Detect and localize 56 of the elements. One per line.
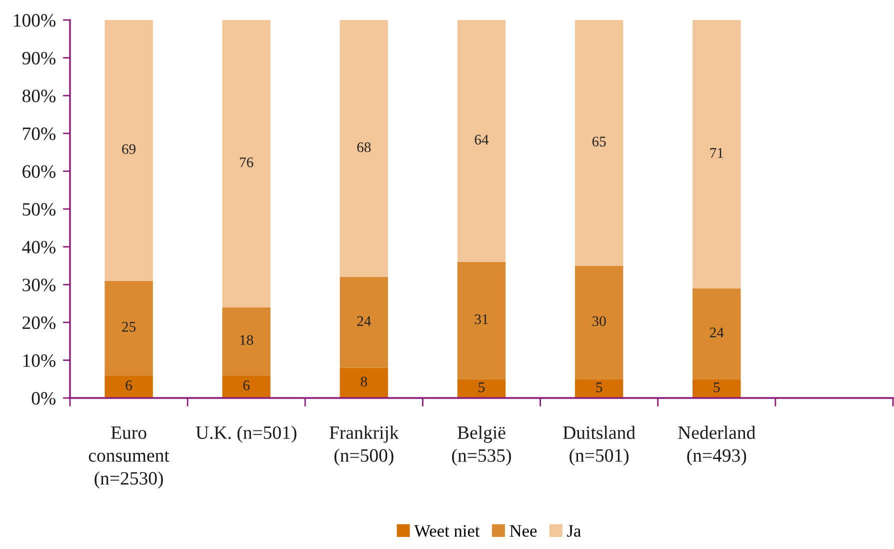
data-label: 8 [360, 376, 368, 387]
bar [222, 20, 270, 308]
data-label: 69 [122, 144, 136, 154]
data-label: 18 [240, 335, 254, 345]
bar [692, 379, 741, 398]
bar [692, 20, 741, 288]
x-tick-label: België (n=535) [452, 426, 511, 466]
y-tick-label: 0% [32, 392, 56, 405]
data-label: 5 [596, 382, 602, 392]
data-label: 76 [240, 157, 254, 168]
bar [574, 20, 624, 266]
bar [222, 307, 270, 376]
bar [340, 277, 388, 368]
data-label: 25 [122, 322, 136, 332]
data-label: 6 [243, 380, 250, 390]
bar [574, 379, 624, 398]
data-label: 68 [357, 142, 371, 152]
bar [104, 20, 153, 281]
data-label: 31 [474, 314, 488, 324]
data-label: 71 [710, 148, 724, 158]
y-tick-label: 60% [22, 165, 56, 178]
y-tick-label: 10% [23, 354, 56, 367]
bar [340, 368, 388, 398]
y-tick-label: 70% [22, 127, 56, 140]
bar [104, 280, 153, 376]
x-tick-label: Euro consument (n=2530) [88, 426, 170, 488]
y-tick-label: 40% [22, 240, 56, 254]
legend-label: Nee [510, 525, 537, 537]
data-label: 65 [592, 136, 606, 146]
x-tick-label: Frankrijk (n=500) [330, 426, 399, 466]
y-tick-label: 50% [22, 203, 56, 216]
data-label: 6 [126, 380, 132, 390]
x-tick-label: Nederland (n=493) [678, 426, 756, 466]
bar [222, 375, 270, 398]
data-label: 24 [357, 316, 371, 326]
bar [574, 266, 624, 380]
bar [340, 20, 388, 278]
y-tick-label: 90% [22, 52, 56, 65]
x-tick-label: Duitsland (n=501) [563, 426, 636, 466]
bar [457, 379, 506, 398]
data-label: 5 [714, 382, 720, 392]
bar [457, 20, 506, 262]
data-label: 64 [474, 134, 489, 145]
y-tick-label: 80% [22, 90, 56, 102]
bar [692, 288, 741, 380]
x-tick-label: U.K. (n=501) [196, 426, 296, 443]
y-tick-label: 30% [22, 278, 56, 292]
bar [104, 375, 153, 398]
y-tick-label: 20% [22, 316, 56, 330]
data-label: 30 [592, 316, 606, 326]
y-tick-label: 100% [14, 14, 56, 27]
data-label: 5 [478, 382, 485, 392]
legend-label: Weet niet [414, 525, 480, 537]
legend-label: Ja [567, 525, 581, 537]
data-label: 24 [710, 328, 724, 338]
bar [457, 262, 506, 380]
